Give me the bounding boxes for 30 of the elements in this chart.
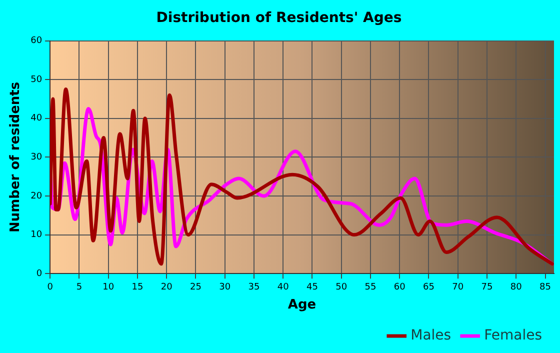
x-tick-label: 10 (102, 282, 114, 292)
x-tick-label: 25 (190, 282, 202, 292)
x-tick-label: 75 (481, 282, 493, 292)
x-tick-label: 60 (394, 282, 406, 292)
y-tick-label: 60 (30, 36, 42, 46)
x-tick-label: 40 (277, 282, 290, 292)
y-tick-label: 30 (30, 152, 42, 163)
x-tick-label: 30 (219, 282, 231, 292)
x-tick-label: 85 (540, 282, 551, 292)
y-tick-label: 50 (30, 74, 42, 85)
y-tick-label: 10 (30, 230, 42, 240)
x-tick-label: 35 (248, 282, 260, 292)
chart-title: Distribution of Residents' Ages (156, 10, 402, 26)
x-tick-label: 70 (452, 282, 464, 292)
y-tick-label: 40 (30, 114, 42, 124)
x-tick-label: 55 (364, 282, 376, 292)
x-tick-label: 20 (160, 282, 173, 292)
x-tick-label: 45 (306, 282, 318, 292)
y-axis-title: Number of residents (8, 82, 24, 233)
x-tick-label: 50 (336, 282, 348, 292)
y-tick-label: 0 (36, 268, 42, 279)
x-tick-label: 0 (47, 282, 54, 292)
x-tick-label: 15 (132, 282, 144, 292)
x-axis-title: Age (288, 298, 316, 313)
legend-label: Females (484, 328, 542, 344)
x-tick-label: 80 (510, 282, 522, 292)
y-tick-label: 20 (30, 191, 42, 202)
x-tick-label: 5 (76, 282, 82, 292)
x-tick-label: 65 (423, 282, 434, 292)
legend-label: Males (410, 328, 452, 344)
